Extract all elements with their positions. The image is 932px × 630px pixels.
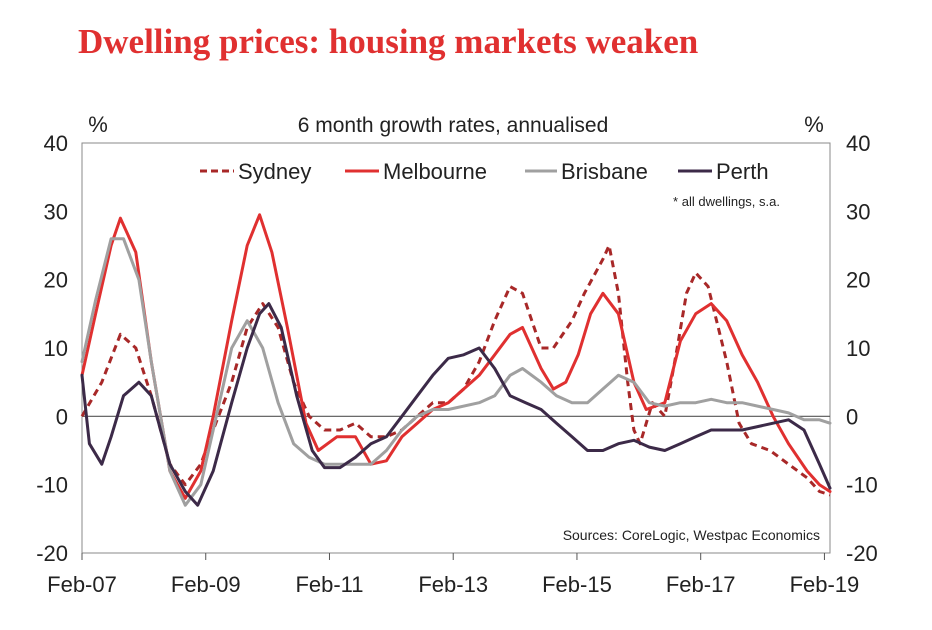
series-line-brisbane [80,237,832,507]
legend-label: Perth [716,159,769,184]
legend-label: Sydney [238,159,311,184]
x-tick-label: Feb-17 [666,572,736,597]
x-tick-label: Feb-07 [47,572,117,597]
y-tick-label-right: 0 [846,404,858,429]
legend-label: Brisbane [561,159,648,184]
series-line-sydney [80,244,831,497]
y-tick-label-right: 40 [846,131,870,156]
source-note: Sources: CoreLogic, Westpac Economics [563,527,820,543]
y-tick-label-right: 30 [846,199,870,224]
chart-title: Dwelling prices: housing markets weaken [78,22,699,61]
y-tick-label-right: 10 [846,336,870,361]
y-tick-label-left: -10 [36,473,68,498]
y-tick-label-right: -10 [846,473,878,498]
x-tick-label: Feb-13 [418,572,488,597]
y-tick-label-left: 0 [56,404,68,429]
y-tick-label-left: 30 [44,199,68,224]
series-line-melbourne [80,213,832,500]
plot-frame [81,142,831,554]
series-line-perth [80,302,832,507]
x-tick-label: Feb-19 [790,572,860,597]
legend-label: Melbourne [383,159,487,184]
chart-subtitle: 6 month growth rates, annualised [298,114,609,137]
right-axis-unit: % [804,112,824,137]
y-tick-label-right: -20 [846,541,878,566]
footnote: * all dwellings, s.a. [673,194,780,209]
y-tick-label-right: 20 [846,268,870,293]
y-tick-label-left: 20 [44,268,68,293]
y-tick-label-left: 10 [44,336,68,361]
left-axis-unit: % [88,112,108,137]
x-tick-label: Feb-11 [295,572,363,597]
y-tick-label-left: 40 [44,131,68,156]
x-tick-label: Feb-15 [542,572,612,597]
y-tick-label-left: -20 [36,541,68,566]
x-tick-label: Feb-09 [171,572,241,597]
